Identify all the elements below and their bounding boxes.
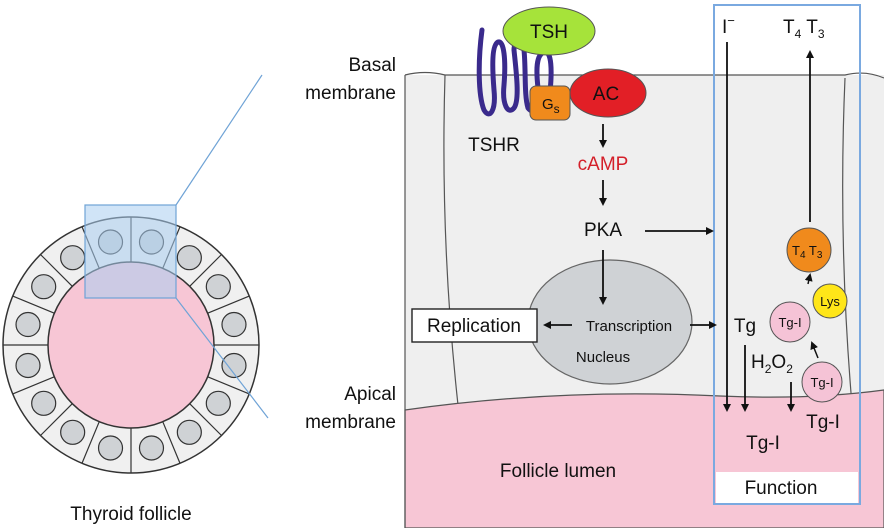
follicle-cell-divider [207,295,250,314]
follicle-cell-divider [189,403,222,436]
tgi-bottom-label: Tg-I [746,433,780,454]
follicle-cell-nucleus [60,245,86,271]
follicle-cell-divider [207,376,250,395]
follicle-lumen-area [404,389,884,528]
camp-label: cAMP [578,154,629,175]
basal-membrane-label-2: membrane [305,83,396,104]
apical-membrane-label-2: membrane [305,412,396,433]
nucleus-label: Nucleus [576,349,630,366]
t4t3-bubble [786,227,832,273]
tgi-bubble-upper [769,301,811,343]
tsh-receptor-complex: TSH Gs AC TSHR [468,6,647,156]
thyroid-follicle: Thyroid follicle [2,74,269,525]
tgi-right-label: Tg-I [806,412,840,433]
follicle-cell-nucleus [15,311,41,338]
h2o2-label: H2O2 [751,352,793,376]
tgi-bubble-lower [801,361,843,403]
follicle-cell-nucleus [221,311,247,338]
follicle-cell-nucleus [205,390,231,416]
lys-label: Lys [820,294,840,309]
follicle-cell-nuclei [15,229,247,461]
zoom-line-bottom [175,297,269,419]
follicle-cell-divider [81,421,100,464]
basal-membrane-label-1: Basal [348,55,396,76]
tshr-label: TSHR [468,135,520,156]
follicle-cell-divider [12,295,55,314]
replication-box [411,308,538,343]
replication-label: Replication [427,316,521,337]
zoom-line-top [175,74,263,206]
follicle-cell-divider [189,254,222,287]
follicle-cell-divider [162,421,181,464]
t4t3-secreted-label: T4 T3 [783,17,825,41]
follicle-lumen-label: Follicle lumen [500,461,616,482]
follicle-cell-nucleus [31,274,57,300]
follicle-cell-nucleus [221,352,247,379]
follicle-cell-nucleus [176,245,202,271]
function-label-box [716,472,858,503]
follicle-cell-nucleus [205,274,231,300]
ac-label: AC [593,84,619,105]
arrow-tgi-to-tgi [810,341,819,359]
basal-membrane-line [404,71,884,79]
pka-label: PKA [584,220,622,241]
follicle-cell-nucleus [60,419,86,445]
follicle-cell-divider [40,403,73,436]
tsh-label: TSH [530,22,568,43]
tgi-bubble-lower-label: Tg-I [810,375,833,390]
follicle-cell-nucleus [176,419,202,445]
function-panel-outline [713,4,861,505]
follicle-cell-nucleus [97,435,124,461]
gs-protein [529,85,571,121]
tsh-ellipse [502,6,596,56]
iodide-label: I− [722,13,735,38]
ac-ellipse [569,68,647,118]
thyroid-follicle-label: Thyroid follicle [70,504,191,525]
function-label: Function [745,478,818,499]
follicle-cell-nucleus [15,352,41,379]
transcription-label: Transcription [586,318,672,335]
zoom-highlight-box [84,204,177,299]
follicle-cell-nucleus [31,390,57,416]
follicle-cell-nucleus [138,435,165,461]
arrow-lys-to-t4t3 [804,273,813,285]
follicle-cell-divider [12,376,55,395]
tgi-bubble-upper-label: Tg-I [778,315,801,330]
gs-label: Gs [542,96,560,116]
t4t3-bubble-label: T4 T3 [792,243,823,261]
apical-membrane-label-1: Apical [344,384,396,405]
cell-wall-left [443,74,459,406]
cell-wall-right [842,77,853,406]
tshr-receptor-coil [476,27,563,117]
lys-bubble [812,283,848,319]
tg-label: Tg [734,316,756,337]
follicle-cell-divider [40,254,73,287]
